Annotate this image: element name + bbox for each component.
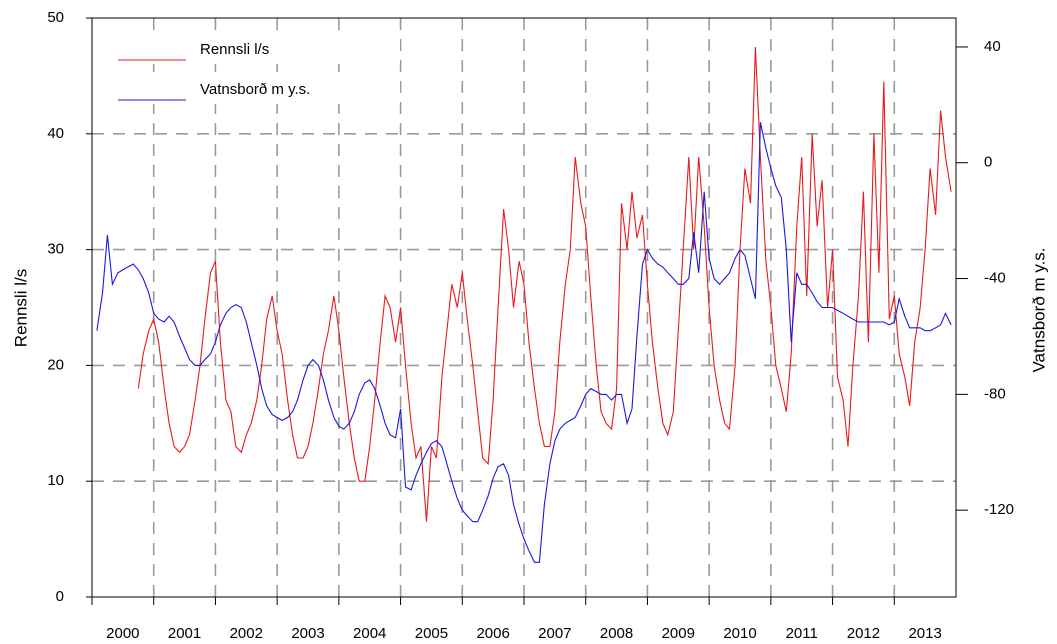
y-tick-label: 40 <box>47 125 64 142</box>
y2-tick-label: -120 <box>984 501 1014 518</box>
x-tick-label: 2008 <box>600 625 633 642</box>
legend-label: Rennsli l/s <box>200 41 269 58</box>
y-tick-label: 0 <box>56 588 64 605</box>
y-tick-label: 50 <box>47 9 64 26</box>
x-tick-label: 2004 <box>353 625 386 642</box>
series-line <box>96 122 952 563</box>
x-tick-label: 2001 <box>168 625 201 642</box>
legend-bg <box>110 36 400 64</box>
x-tick-label: 2007 <box>538 625 571 642</box>
x-tick-label: 2002 <box>230 625 263 642</box>
y2-tick-label: -80 <box>984 385 1006 402</box>
x-tick-label: 2013 <box>908 625 941 642</box>
y-axis-title: Rennsli l/s <box>11 269 30 347</box>
x-tick-label: 2009 <box>662 625 695 642</box>
x-tick-label: 2003 <box>291 625 324 642</box>
x-tick-label: 2006 <box>476 625 509 642</box>
y2-tick-label: 40 <box>984 38 1001 55</box>
y2-tick-label: -40 <box>984 270 1006 287</box>
y-tick-label: 30 <box>47 241 64 258</box>
x-tick-label: 2005 <box>415 625 448 642</box>
legend-bg <box>110 76 400 104</box>
y-tick-label: 10 <box>47 472 64 489</box>
plot-frame <box>91 17 957 598</box>
x-tick-label: 2011 <box>786 625 818 642</box>
x-tick-label: 2010 <box>723 625 756 642</box>
legend-label: Vatnsborð m y.s. <box>200 81 310 98</box>
y2-axis-title: Vatnsborð m y.s. <box>1029 247 1048 372</box>
x-tick-label: 2000 <box>106 625 139 642</box>
y-tick-label: 20 <box>47 356 64 373</box>
x-tick-label: 2012 <box>847 625 880 642</box>
series-line <box>137 46 952 522</box>
y2-tick-label: 0 <box>984 154 992 171</box>
